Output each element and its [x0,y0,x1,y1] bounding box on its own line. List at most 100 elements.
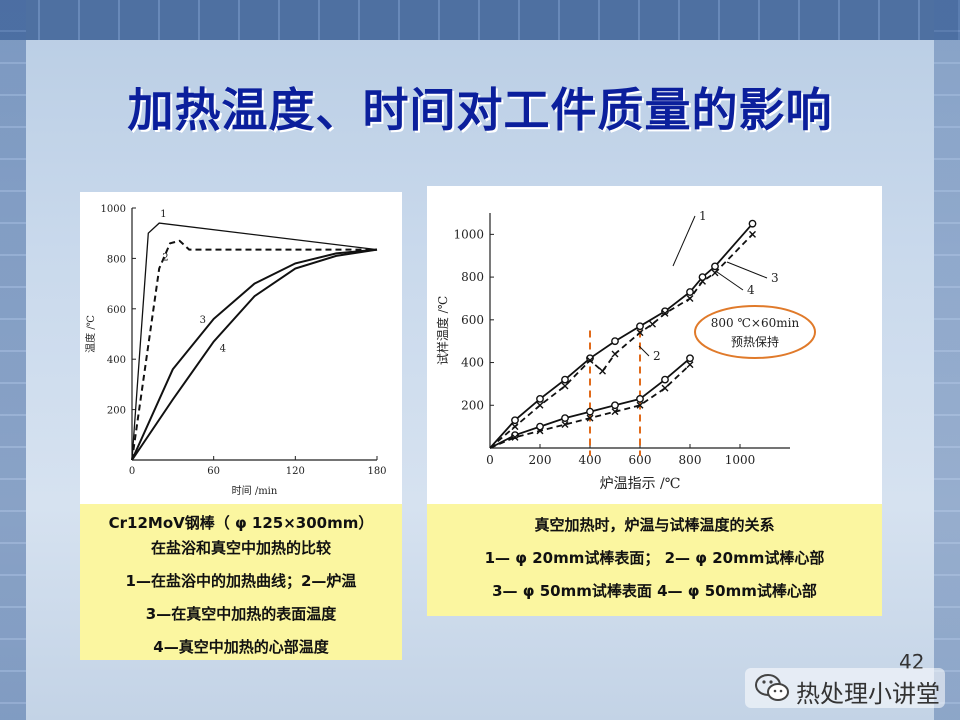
right-series-1-leader [672,215,696,267]
left-x-tick-label: 0 [129,466,135,477]
left-y-tick-label: 1000 [101,204,126,215]
left-series-3-label: 3 [200,315,206,326]
right-caption-line-2: 1— φ 20mm试棒表面； 2— φ 20mm试棒心部 [484,549,825,567]
right-series-2-point [661,309,669,317]
left-series-4-label: 4 [220,344,226,355]
left-caption-line-2: 在盐浴和真空中加热的比较 [150,539,331,557]
right-series-1-point [748,219,757,228]
right-y-tick-label: 400 [461,356,484,370]
right-series-2-label: 2 [653,349,661,363]
right-series-1-point [536,394,544,403]
right-y-tick-label: 200 [461,398,484,412]
right-x-tick-label: 400 [579,453,602,467]
right-series-2-point [611,350,619,358]
right-series-4-point [686,361,694,369]
left-series-1-line [131,222,378,461]
left-caption: Cr12MoV钢棒（ φ 125×300mm） 在盐浴和真空中加热的比较 1—在… [80,504,402,660]
right-annotation-line-1: 800 ℃×60min [711,316,800,330]
right-annotation-line-2: 预热保持 [731,334,779,349]
right-series-3-point [511,431,519,440]
right-series-4-point [561,421,569,428]
right-series-1-point [711,262,719,271]
right-chart-panel: 0 200 400 600 800 1000 200 400 600 800 1000 炉温指示 /℃… [427,186,882,504]
right-caption-line-3: 3— φ 50mm试棒表面 4— φ 50mm试棒心部 [492,582,817,600]
right-y-axis-label: 试样温度 /℃ [435,296,450,365]
right-x-axis-label: 炉温指示 /℃ [600,476,681,492]
decorative-top-band [0,0,960,40]
left-y-tick-label: 400 [107,355,126,366]
right-y-tick-label: 800 [461,270,484,284]
left-caption-line-4: 3—在真空中加热的表面温度 [145,605,337,623]
left-series-1-label: 1 [160,209,166,220]
right-series-4-point [636,401,644,409]
right-caption-line-1: 真空加热时，炉温与试棒温度的关系 [534,516,775,534]
right-series-3-point [611,401,619,410]
right-annotation-ellipse [694,305,816,359]
right-x-tick-label: 200 [529,453,552,467]
right-series-1-point [611,337,619,346]
right-series-4-label: 4 [747,283,755,297]
right-series-2-leader [638,345,650,357]
right-series-4-leader [716,271,744,291]
left-x-tick-label: 60 [207,466,220,477]
right-series-3-point [686,354,694,363]
right-series-2-point [511,423,519,431]
right-x-tick-label: 800 [679,453,702,467]
left-chart: 0 60 120 180 200 400 600 800 1000 时间 /min 温度 /℃ 1 2 3… [84,204,387,497]
right-series-3-leader [726,261,768,279]
right-series-2-point [649,320,656,328]
right-series-2-point [636,329,644,337]
left-y-tick-label: 200 [107,406,126,417]
right-x-tick-label: 1000 [725,453,756,467]
right-series-2-point [561,382,569,390]
decorative-right-band [934,0,960,720]
right-series-3-point [561,414,569,422]
right-series-1-point [686,288,694,296]
right-series-2-point [599,367,606,375]
left-caption-line-5: 4—真空中加热的心部温度 [153,638,329,656]
right-series-3-label: 3 [771,271,779,285]
right-caption: 真空加热时，炉温与试棒温度的关系 1— φ 20mm试棒表面； 2— φ 20m… [427,504,882,616]
left-x-tick-label: 180 [367,466,386,477]
left-chart-panel: 0 60 120 180 200 400 600 800 1000 时间 /min 温度 /℃ 1 2 3… [80,192,402,504]
watermark-text: 热处理小讲堂 [796,680,940,708]
right-series-2-point [686,294,694,302]
right-series-2-point [699,277,706,285]
right-series-4-point [536,427,544,435]
right-x-tick-label: 0 [486,453,494,467]
left-caption-line-1: Cr12MoV钢棒（ φ 125×300mm） [108,514,374,532]
left-series-2-line [131,239,377,461]
right-y-tick-label: 600 [461,313,484,327]
left-x-axis-label: 时间 /min [232,484,278,497]
right-series-2-point [711,269,719,277]
left-y-tick-label: 800 [107,254,126,265]
right-series-2-point [536,401,544,409]
left-series-3-line [131,248,378,461]
right-y-tick-label: 1000 [453,227,484,241]
right-series-3-point [661,375,669,384]
wechat-icon [755,674,789,701]
left-x-tick-label: 120 [286,466,305,477]
right-series-4-point [611,408,619,416]
right-series-1-label: 1 [699,209,707,223]
right-series-1-point [698,273,707,281]
slide-title: 加热温度、时间对工件质量的影响 [127,83,833,137]
left-y-axis-label: 温度 /℃ [84,315,97,353]
right-series-4-point [661,384,669,392]
right-series-3-point [636,394,644,403]
right-series-1-point [636,322,644,331]
left-caption-line-3: 1—在盐浴中的加热曲线；2—炉温 [125,572,357,590]
right-series-4-point [586,414,594,422]
right-x-tick-label: 600 [629,453,652,467]
right-series-2-point [749,230,756,238]
left-series-4-line [131,248,378,461]
right-series-3-point [536,422,544,431]
right-series-3-point [586,407,594,416]
decorative-left-band [0,0,26,720]
left-y-tick-label: 600 [107,305,126,316]
right-series-1-point [511,416,519,425]
right-series-4-point [511,433,519,441]
right-chart: 0 200 400 600 800 1000 200 400 600 800 1000 炉温指示 /℃… [435,209,816,492]
right-series-2-point [586,356,594,364]
left-series-2-label: 2 [162,252,168,263]
